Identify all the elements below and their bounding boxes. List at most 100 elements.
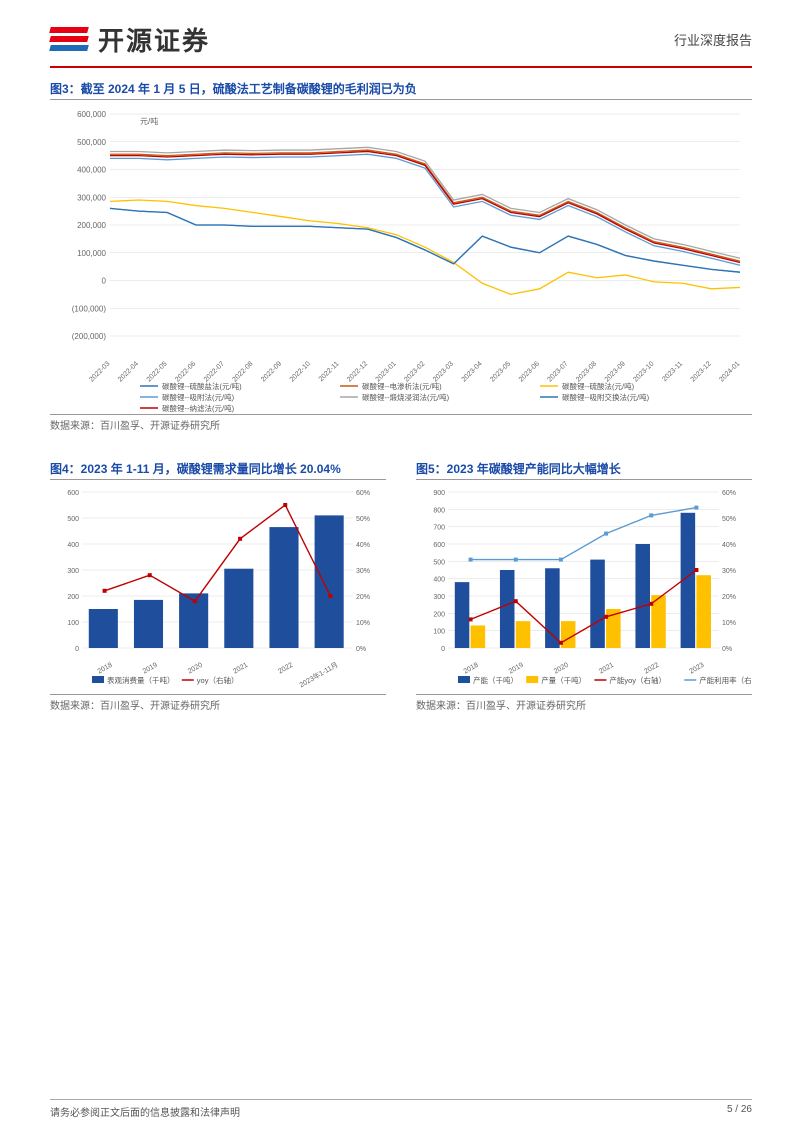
svg-text:50%: 50% <box>722 516 736 523</box>
svg-text:2023-07: 2023-07 <box>546 360 569 383</box>
svg-text:700: 700 <box>433 525 445 532</box>
fig5-source: 数据来源：百川盈孚、开源证券研究所 <box>416 694 752 712</box>
header: 开源证券 行业深度报告 <box>0 0 802 66</box>
svg-text:2023年1-11月: 2023年1-11月 <box>298 660 340 689</box>
svg-text:200: 200 <box>433 611 445 618</box>
svg-text:2022-11: 2022-11 <box>318 360 341 383</box>
svg-text:碳酸锂--吸附法(元/吨): 碳酸锂--吸附法(元/吨) <box>162 392 235 402</box>
svg-text:100: 100 <box>67 620 79 627</box>
svg-text:2022-07: 2022-07 <box>203 360 226 383</box>
fig5-col: 图5：2023 年碳酸锂产能同比大幅增长 0 100 200 300 400 500 600… <box>416 460 752 712</box>
svg-text:20%: 20% <box>722 594 736 601</box>
svg-text:2020: 2020 <box>553 662 570 676</box>
svg-text:500: 500 <box>433 559 445 566</box>
svg-text:0: 0 <box>102 277 107 286</box>
two-column-row: 图4：2023 年 1-11 月，碳酸锂需求量同比增长 20.04% 0 100 2… <box>50 460 752 712</box>
svg-text:2020: 2020 <box>187 662 204 676</box>
svg-text:400: 400 <box>67 542 79 549</box>
svg-text:0%: 0% <box>356 646 366 653</box>
svg-text:2022: 2022 <box>277 662 294 676</box>
svg-text:2022-09: 2022-09 <box>260 360 283 383</box>
svg-text:2018: 2018 <box>97 662 114 676</box>
svg-text:200,000: 200,000 <box>77 221 106 230</box>
fig4-title: 图4：2023 年 1-11 月，碳酸锂需求量同比增长 20.04% <box>50 460 386 477</box>
svg-text:50%: 50% <box>356 516 370 523</box>
footer: 请务必参阅正文后面的信息披露和法律声明 5 / 26 <box>50 1099 752 1119</box>
svg-text:碳酸锂--纳滤法(元/吨): 碳酸锂--纳滤法(元/吨) <box>162 403 235 413</box>
svg-text:2021: 2021 <box>598 662 615 676</box>
fig5-title: 图5：2023 年碳酸锂产能同比大幅增长 <box>416 460 752 477</box>
svg-text:2022-03: 2022-03 <box>88 360 111 383</box>
logo-stripe-3 <box>49 45 89 51</box>
svg-text:10%: 10% <box>722 620 736 627</box>
svg-text:碳酸锂--电渗析法(元/吨): 碳酸锂--电渗析法(元/吨) <box>362 381 442 391</box>
svg-text:900: 900 <box>433 490 445 497</box>
svg-text:产能yoy（右轴）: 产能yoy（右轴） <box>609 675 666 685</box>
svg-text:(200,000): (200,000) <box>72 332 107 341</box>
svg-text:碳酸锂--煅烧浸润法(元/吨): 碳酸锂--煅烧浸润法(元/吨) <box>362 392 450 402</box>
svg-text:碳酸锂--硫酸法(元/吨): 碳酸锂--硫酸法(元/吨) <box>562 381 635 391</box>
svg-text:400,000: 400,000 <box>77 166 106 175</box>
svg-text:100: 100 <box>433 629 445 636</box>
fig3-title: 图3：截至 2024 年 1 月 5 日，硫酸法工艺制备碳酸锂的毛利润已为负 <box>50 80 752 97</box>
svg-text:20%: 20% <box>356 594 370 601</box>
svg-text:500: 500 <box>67 516 79 523</box>
svg-text:产能利用率（右轴）: 产能利用率（右轴） <box>699 675 751 685</box>
svg-text:2022-05: 2022-05 <box>146 360 169 383</box>
svg-text:40%: 40% <box>356 542 370 549</box>
svg-text:2023-03: 2023-03 <box>432 360 455 383</box>
svg-text:2019: 2019 <box>142 662 159 676</box>
fig4-chart: 01002003004005006000%10%20%30%40%50%60%2… <box>50 484 385 694</box>
svg-text:表观消费量（千吨）: 表观消费量（千吨） <box>107 675 175 685</box>
svg-text:yoy（右轴）: yoy（右轴） <box>197 675 239 685</box>
svg-text:600: 600 <box>433 542 445 549</box>
logo-stripe-1 <box>49 27 89 33</box>
fig4-col: 图4：2023 年 1-11 月，碳酸锂需求量同比增长 20.04% 01002… <box>50 460 386 712</box>
svg-text:30%: 30% <box>722 568 736 575</box>
svg-text:产量（千吨）: 产量（千吨） <box>541 675 586 685</box>
fig4-source: 数据来源：百川盈孚、开源证券研究所 <box>50 694 386 712</box>
svg-text:2023-09: 2023-09 <box>604 360 627 383</box>
svg-text:100,000: 100,000 <box>77 249 106 258</box>
svg-text:2022: 2022 <box>643 662 660 676</box>
svg-text:2022-06: 2022-06 <box>174 360 197 383</box>
svg-text:500,000: 500,000 <box>77 138 106 147</box>
svg-text:2022-12: 2022-12 <box>346 360 369 383</box>
svg-text:0%: 0% <box>722 646 732 653</box>
svg-text:400: 400 <box>433 577 445 584</box>
svg-text:2021: 2021 <box>232 662 249 676</box>
logo-icon <box>50 20 88 58</box>
svg-text:2023-12: 2023-12 <box>690 360 713 383</box>
svg-text:2023-02: 2023-02 <box>403 360 426 383</box>
svg-text:600,000: 600,000 <box>77 110 106 119</box>
svg-text:0: 0 <box>441 646 445 653</box>
disclaimer: 请务必参阅正文后面的信息披露和法律声明 <box>50 1104 240 1119</box>
svg-text:碳酸锂--硫酸盐法(元/吨): 碳酸锂--硫酸盐法(元/吨) <box>162 381 242 391</box>
svg-text:300: 300 <box>433 594 445 601</box>
svg-text:600: 600 <box>67 490 79 497</box>
svg-text:200: 200 <box>67 594 79 601</box>
svg-text:2018: 2018 <box>463 662 480 676</box>
svg-text:2023-08: 2023-08 <box>575 360 598 383</box>
page-number: 5 / 26 <box>727 1104 752 1119</box>
svg-text:(100,000): (100,000) <box>72 304 107 313</box>
svg-text:2022-10: 2022-10 <box>289 360 312 383</box>
svg-text:2024-01: 2024-01 <box>718 360 741 383</box>
svg-text:10%: 10% <box>356 620 370 627</box>
svg-text:碳酸锂--吸附交换法(元/吨): 碳酸锂--吸附交换法(元/吨) <box>562 392 650 402</box>
fig5-titleline <box>416 479 752 480</box>
logo: 开源证券 <box>50 20 210 58</box>
company-name: 开源证券 <box>98 21 210 58</box>
svg-text:2023-10: 2023-10 <box>632 360 655 383</box>
svg-text:300: 300 <box>67 568 79 575</box>
svg-text:元/吨: 元/吨 <box>140 116 158 126</box>
svg-text:30%: 30% <box>356 568 370 575</box>
svg-text:2023: 2023 <box>688 662 705 676</box>
content: 图3：截至 2024 年 1 月 5 日，硫酸法工艺制备碳酸锂的毛利润已为负 (… <box>0 68 802 712</box>
svg-text:产能（千吨）: 产能（千吨） <box>473 675 518 685</box>
svg-text:2019: 2019 <box>508 662 525 676</box>
svg-text:2023-01: 2023-01 <box>375 360 398 383</box>
svg-text:60%: 60% <box>356 490 370 497</box>
svg-text:300,000: 300,000 <box>77 193 106 202</box>
fig3-source: 数据来源：百川盈孚、开源证券研究所 <box>50 414 752 432</box>
